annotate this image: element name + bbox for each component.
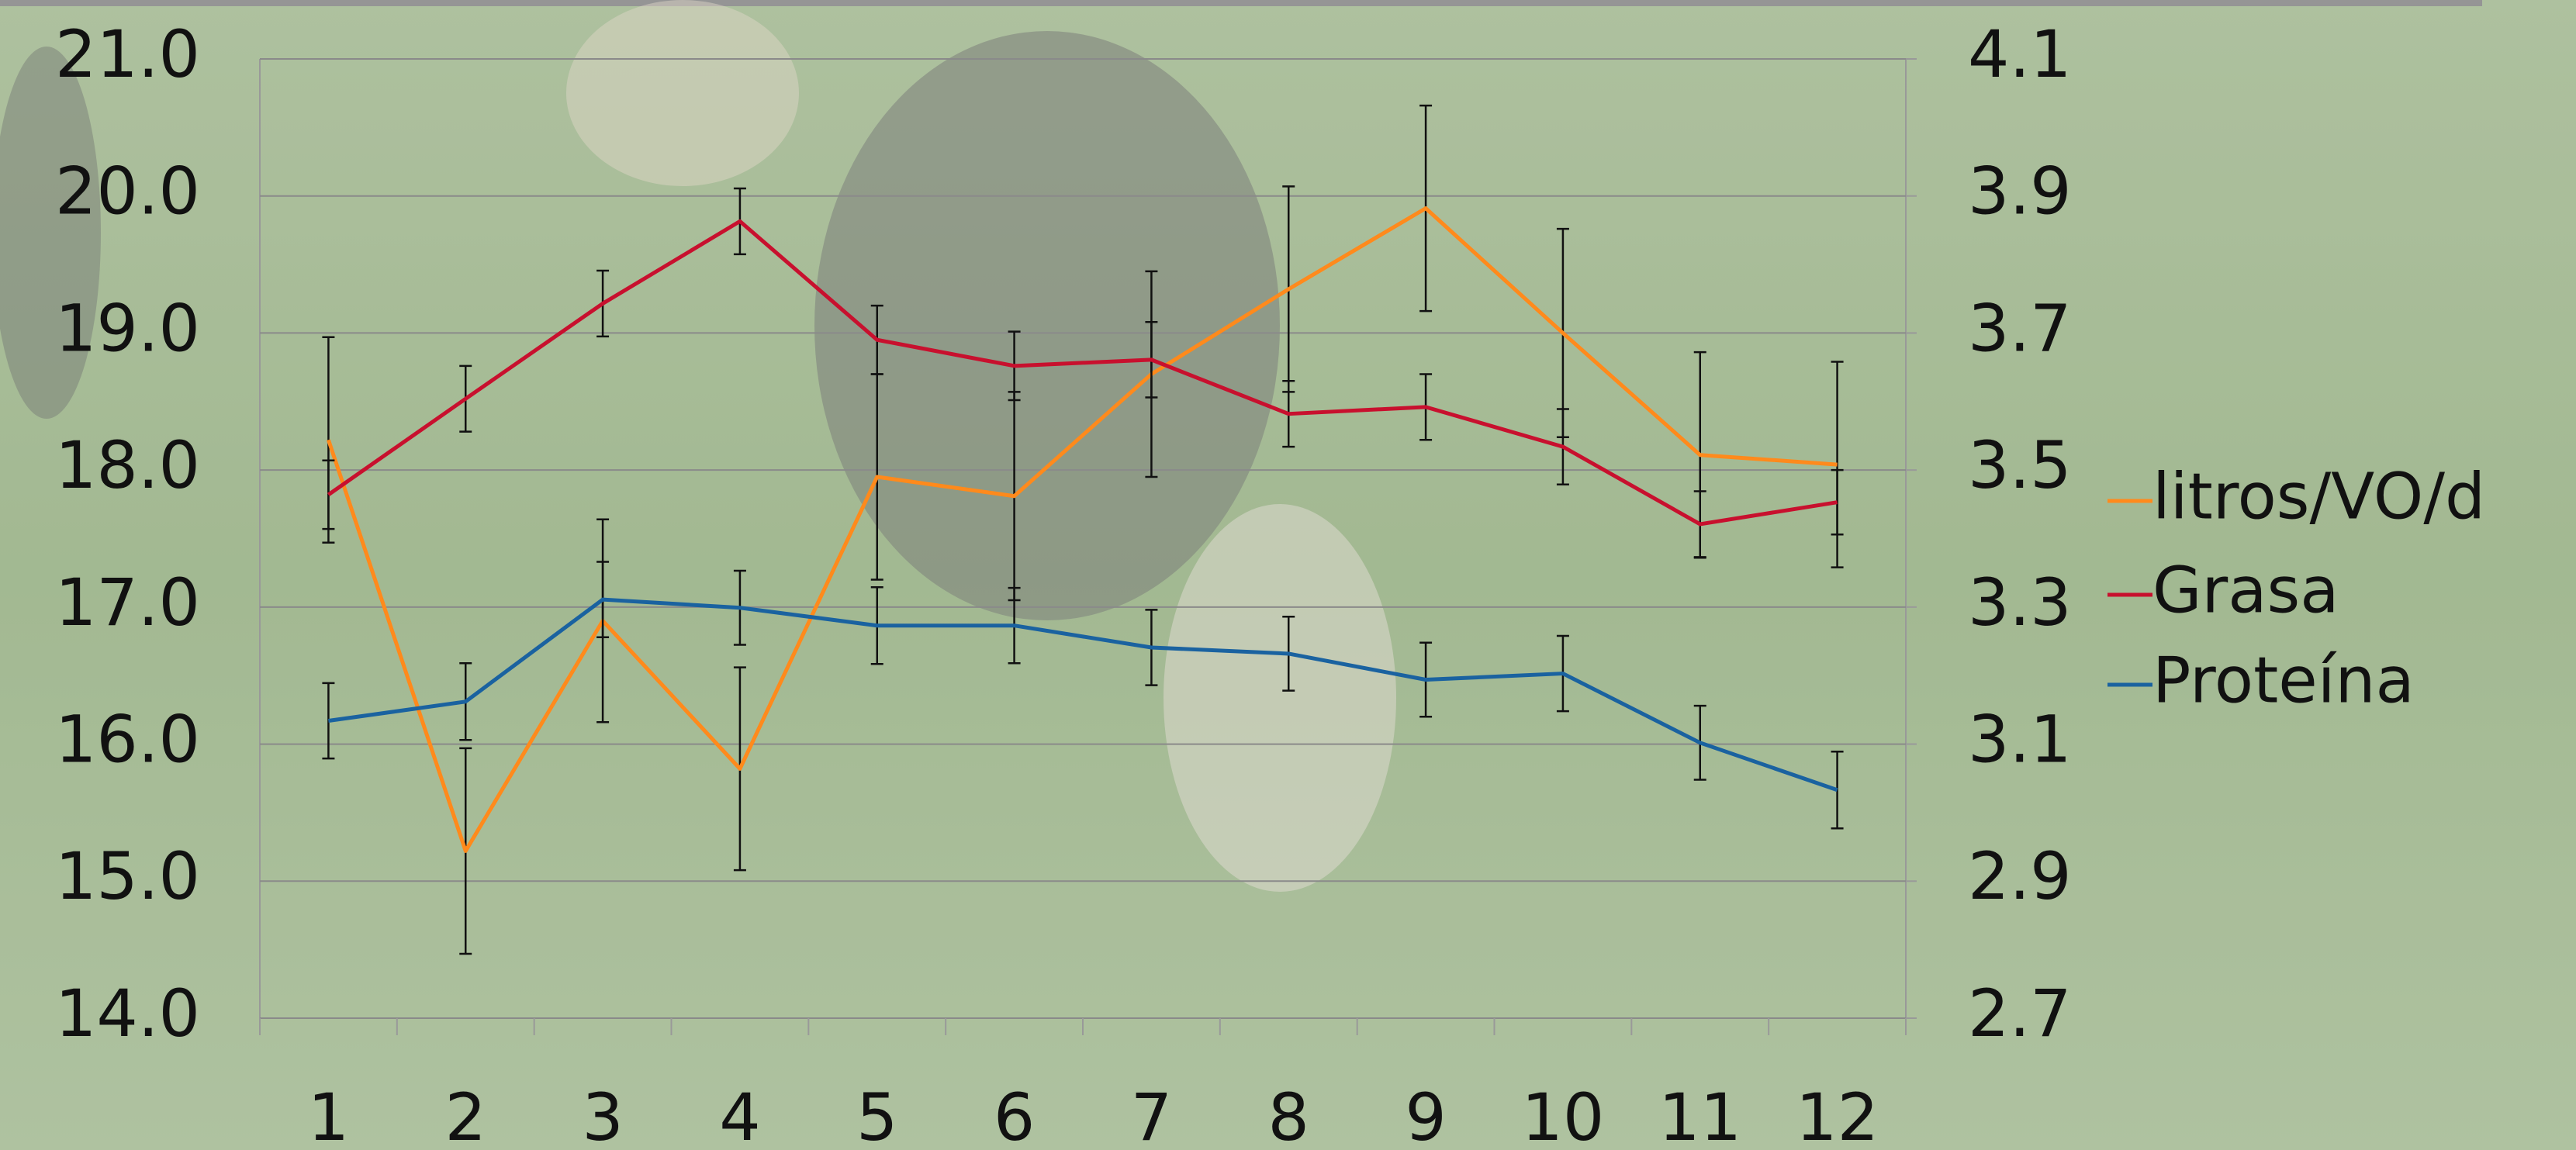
x-tick-label: 9 [1405, 1079, 1446, 1150]
y-tick-label: 20.0 [55, 154, 200, 230]
y-tick-label: 14.0 [55, 976, 200, 1052]
y2-tick-label: 3.1 [1968, 702, 2072, 778]
page: {"chart_data": { "type": "line", "catego… [0, 0, 2576, 1150]
x-tick-label: 12 [1796, 1079, 1879, 1150]
legend-label: Grasa [2152, 554, 2339, 627]
x-tick-label: 1 [308, 1079, 349, 1150]
y-tick-label: 18.0 [55, 427, 200, 503]
x-tick-label: 4 [719, 1079, 760, 1150]
x-tick-label: 11 [1658, 1079, 1741, 1150]
x-tick-label: 6 [994, 1079, 1035, 1150]
x-tick-label: 2 [445, 1079, 486, 1150]
chart: 14.0 15.0 16.0 17.0 18.0 19.0 20.0 21.0 2.7 2.9 3.… [0, 0, 2576, 1150]
x-tick-label: 3 [582, 1079, 623, 1150]
legend-label: Proteína [2152, 644, 2415, 717]
y2-tick-label: 3.3 [1968, 565, 2072, 641]
y-tick-label: 16.0 [55, 702, 200, 778]
x-tick-label: 7 [1131, 1079, 1172, 1150]
y-tick-label: 21.0 [55, 16, 200, 92]
x-tick-label: 8 [1268, 1079, 1309, 1150]
y2-tick-label: 2.9 [1968, 838, 2072, 914]
x-tick-label: 10 [1521, 1079, 1604, 1150]
y2-tick-label: 2.7 [1968, 976, 2072, 1052]
y-tick-label: 17.0 [55, 565, 200, 641]
x-tick-label: 5 [856, 1079, 897, 1150]
y-tick-label: 19.0 [55, 290, 200, 366]
y2-tick-label: 4.1 [1968, 16, 2072, 92]
y2-tick-label: 3.9 [1968, 154, 2072, 230]
y2-tick-label: 3.7 [1968, 290, 2072, 366]
y2-tick-label: 3.5 [1968, 427, 2072, 503]
legend-label: litros/VO/d [2152, 460, 2485, 534]
y-tick-label: 15.0 [55, 838, 200, 914]
